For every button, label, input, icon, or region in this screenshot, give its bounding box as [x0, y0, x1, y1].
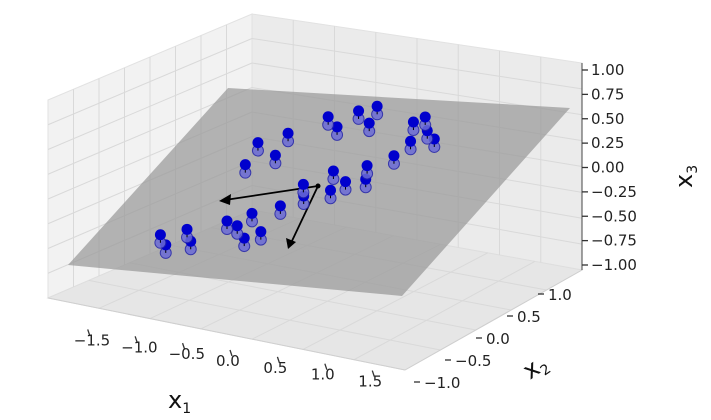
x3-tick-label: 0.50 — [591, 110, 624, 128]
data-point — [269, 149, 281, 161]
data-point — [363, 117, 375, 129]
grid-line — [47, 38, 253, 126]
x1-tick-mark — [324, 363, 328, 370]
data-point — [246, 207, 258, 219]
x2-tick-label: −1.0 — [424, 374, 460, 392]
x1-tick-mark — [181, 342, 186, 350]
x3-tick-label: 0.75 — [591, 85, 624, 103]
data-point — [325, 184, 337, 196]
x1-tick-mark — [276, 356, 281, 364]
data-point — [361, 160, 373, 172]
data-point — [331, 121, 343, 133]
x2-tick-labels: −1.0 −0.5 0.0 0.5 1.0 — [414, 286, 572, 392]
data-point — [252, 137, 264, 149]
x1-tick-label: −0.5 — [169, 345, 205, 363]
pc2-arrowhead — [286, 238, 296, 249]
x2-axis-label: x2 — [517, 349, 554, 388]
grid-line — [88, 279, 441, 351]
x1-tick-label: −1.0 — [121, 338, 157, 356]
x3-axis-label: x3 — [670, 165, 701, 188]
x3-tick-label: −0.25 — [591, 183, 637, 201]
data-point — [297, 178, 309, 190]
grid-line — [353, 260, 536, 361]
x2-tick-label: 0.5 — [517, 308, 541, 326]
data-point — [274, 200, 286, 212]
x1-tick-label: 1.0 — [311, 366, 335, 384]
x3-tick-labels: −1.00 −0.75 −0.50 −0.25 0.00 0.25 0.50 0.75 1.00 — [582, 61, 637, 274]
x3-tick-label: 0.00 — [591, 159, 624, 177]
x1-tick-mark — [134, 336, 138, 343]
pc1-arrowhead — [219, 194, 231, 205]
x2-tick-label: −0.5 — [455, 352, 491, 370]
data-points — [154, 100, 441, 259]
data-point — [405, 135, 417, 147]
x3-tick-label: 0.25 — [591, 134, 624, 152]
x1-tick-mark — [371, 370, 375, 377]
data-point — [282, 127, 294, 139]
x1-tick-label: 1.5 — [358, 373, 382, 391]
x3-tick-label: 1.00 — [591, 61, 624, 79]
x2-tick-label: 1.0 — [548, 286, 572, 304]
data-point — [327, 165, 339, 177]
x1-tick-mark — [229, 349, 233, 357]
grid-line — [251, 38, 583, 90]
x1-axis-label: x1 — [168, 386, 191, 417]
x1-tick-label: −1.5 — [74, 331, 110, 349]
x1-tick-label: 0.0 — [216, 352, 240, 370]
x1-tick-label: 0.5 — [263, 359, 287, 377]
data-point — [340, 176, 352, 188]
grid-line — [302, 252, 488, 350]
pc2-arrow — [290, 185, 319, 244]
data-point — [154, 229, 166, 241]
data-point — [221, 215, 233, 227]
x3-tick-label: −1.00 — [591, 256, 637, 274]
origin-point — [315, 183, 321, 189]
x3-tick-label: −0.50 — [591, 207, 637, 225]
data-point — [353, 105, 365, 117]
data-point — [407, 116, 419, 128]
axes-lines — [47, 63, 583, 371]
data-point — [255, 226, 267, 238]
data-point — [419, 111, 431, 123]
data-point — [239, 159, 251, 171]
data-point — [322, 111, 334, 123]
x1-tick-mark — [87, 329, 91, 336]
data-point — [371, 100, 383, 112]
x1-axis-line — [47, 297, 406, 371]
data-point — [388, 150, 400, 162]
x3-tick-label: −0.75 — [591, 232, 637, 250]
x2-axis-line — [404, 269, 583, 371]
grid-line — [47, 62, 253, 150]
data-point — [231, 220, 243, 232]
data-point — [181, 223, 193, 235]
x1-tick-labels: −1.5 −1.0 −0.5 0.0 0.5 1.0 1.5 — [74, 329, 382, 391]
x2-tick-label: 0.0 — [486, 330, 510, 348]
